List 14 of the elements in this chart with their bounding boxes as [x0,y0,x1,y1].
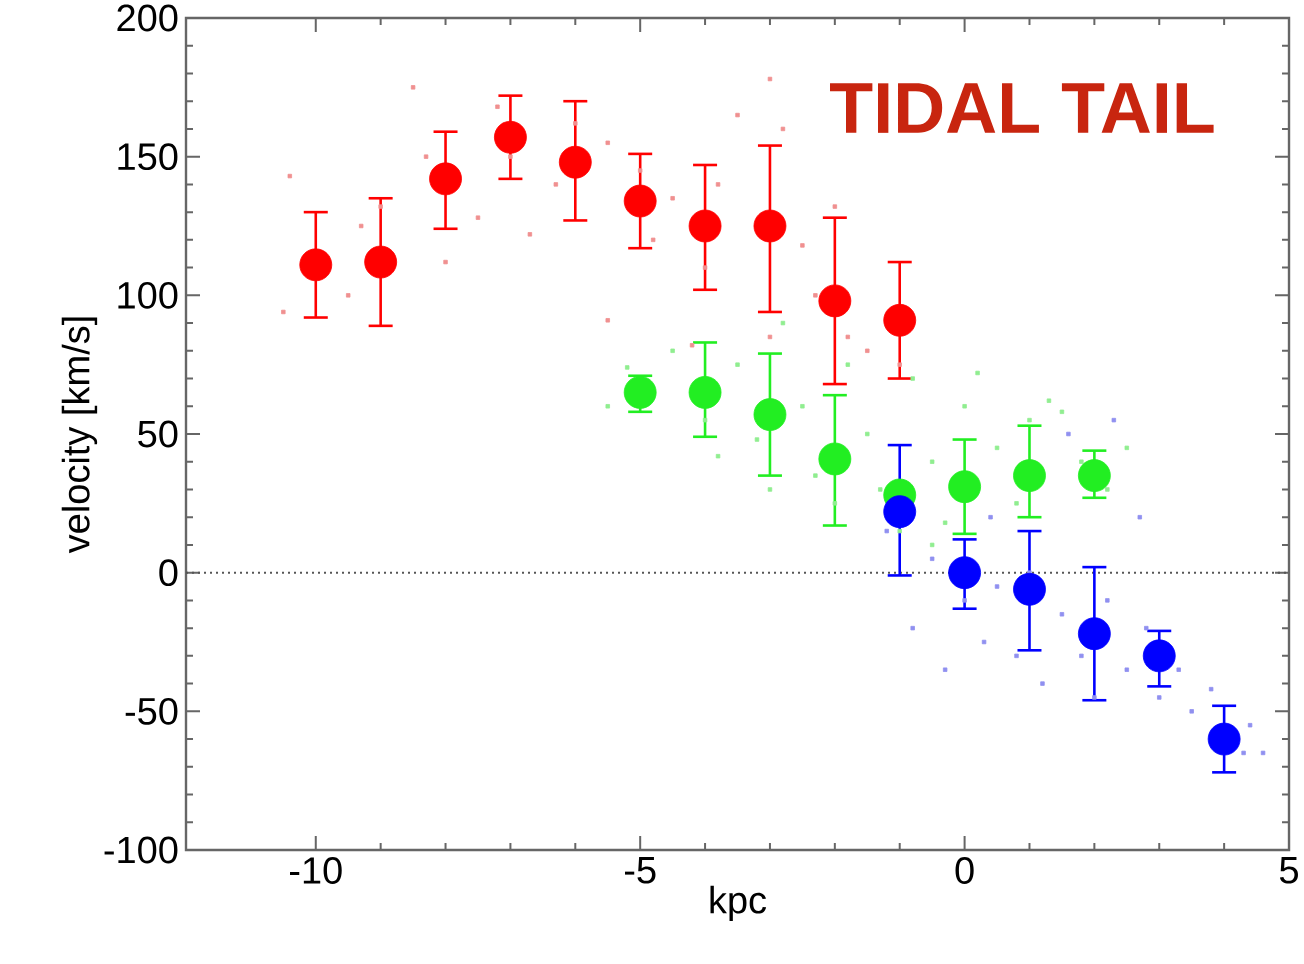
annotation: TIDAL TAIL [830,83,1214,133]
x-axis-title: kpc [710,885,767,922]
x-tick-label: 5 [1279,857,1298,884]
y-tick-label: -50 [125,697,178,725]
y-tick-label: 100 [118,281,178,309]
y-tick-label: 150 [118,143,178,171]
y-tick-label: 200 [117,4,178,32]
y-tick-label: -100 [104,836,178,864]
x-tick-label: -10 [290,857,342,884]
y-tick-label: 0 [159,559,178,587]
x-tick-label: -5 [624,857,656,884]
y-tick-label: 50 [138,420,178,448]
x-tick-label: 0 [955,857,974,884]
y-axis-title: velocity [km/s] [61,317,98,554]
